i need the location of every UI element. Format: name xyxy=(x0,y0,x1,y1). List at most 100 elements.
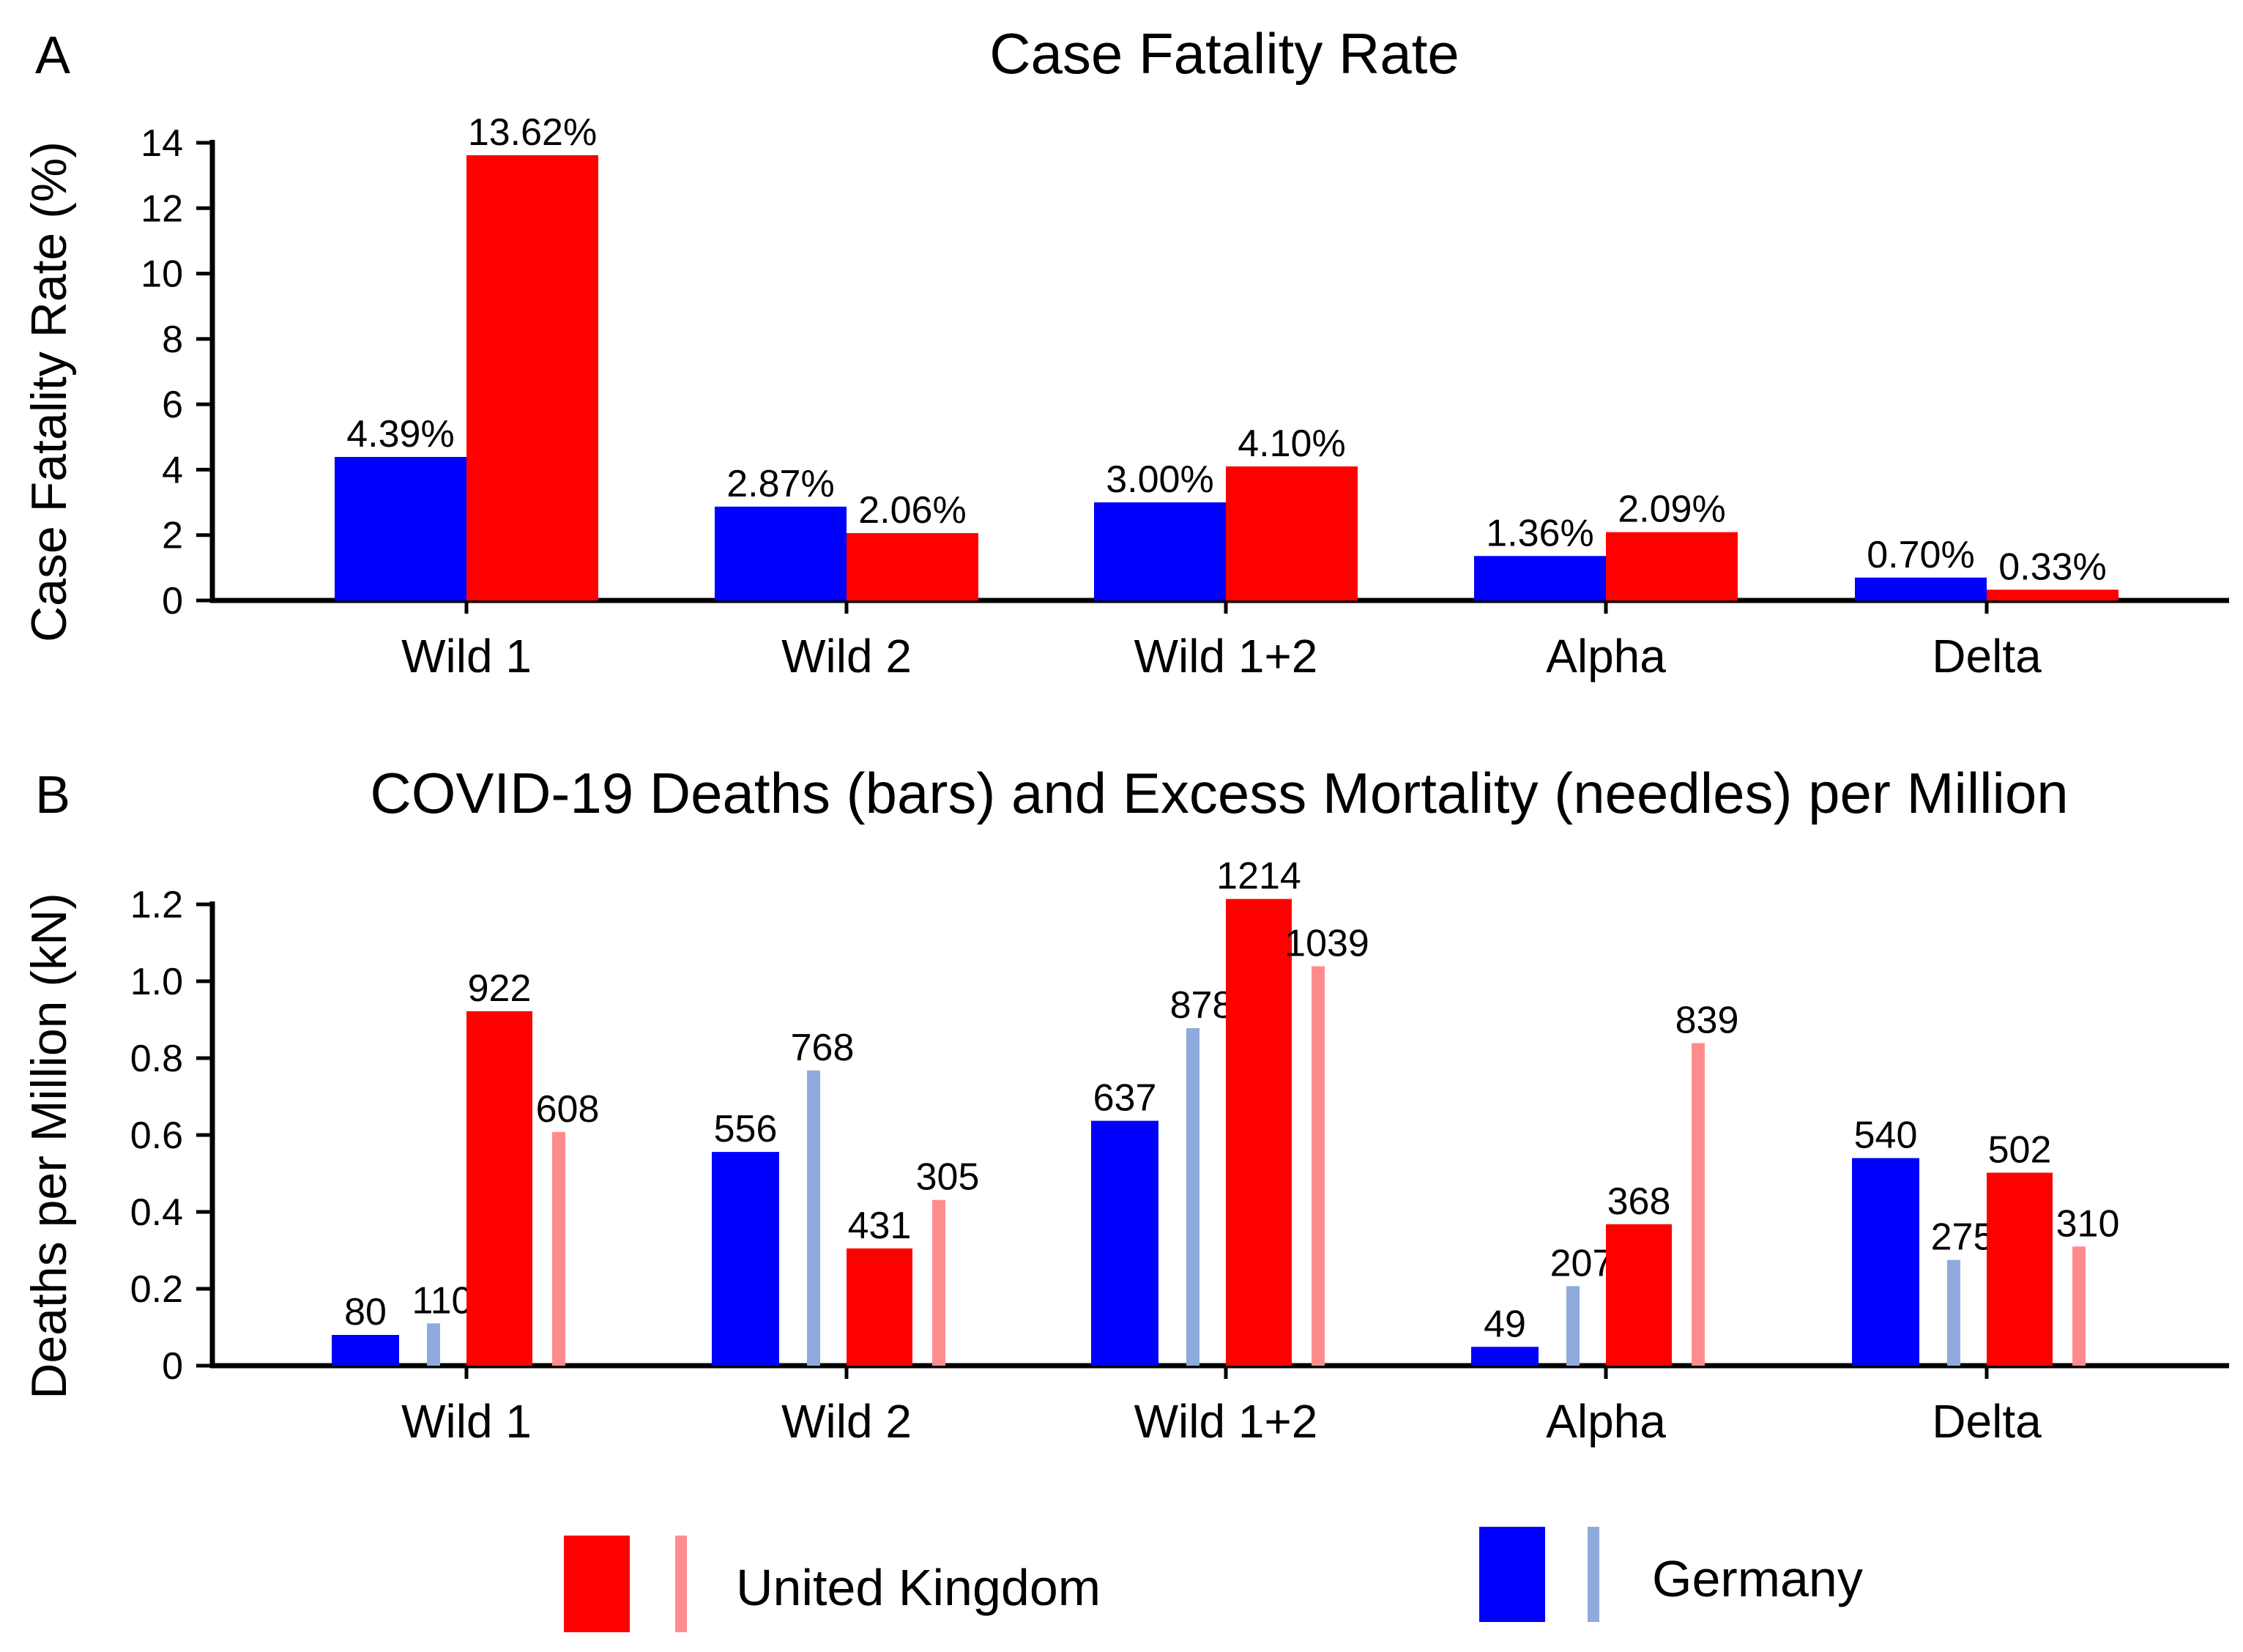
panel-a-label: A xyxy=(35,26,70,85)
panel-b-category-label: Alpha xyxy=(1546,1395,1666,1448)
panel-b-de-needle xyxy=(1947,1260,1960,1366)
panel-b-uk-bar xyxy=(466,1011,532,1366)
panel-a-bar xyxy=(1855,577,1987,600)
panel-a-bar xyxy=(1226,466,1358,600)
panel-b-de-bar xyxy=(1091,1120,1158,1366)
panel-b-ytick-label: 0.2 xyxy=(130,1268,183,1311)
panel-b-category-label: Delta xyxy=(1932,1395,2042,1448)
panel-a-bar xyxy=(466,155,598,600)
panel-a-ytick-label: 10 xyxy=(141,253,183,296)
panel-b-uk-bar xyxy=(1226,898,1292,1366)
panel-b-title: COVID-19 Deaths (bars) and Excess Mortal… xyxy=(370,761,2068,825)
panel-a-category-label: Wild 1 xyxy=(401,630,532,682)
panel-b-category-label: Wild 1 xyxy=(401,1395,532,1448)
panel-b-uk-needle xyxy=(1312,966,1325,1366)
legend-uk-bar-swatch xyxy=(564,1536,630,1632)
panel-b-uk-bar xyxy=(847,1248,912,1366)
panel-a-category-label: Wild 2 xyxy=(781,630,912,682)
panel-a-ytick-label: 14 xyxy=(141,122,183,165)
panel-b-ytick-label: 0.4 xyxy=(130,1191,183,1234)
legend-uk-needle-swatch xyxy=(675,1536,687,1632)
panel-b-ytick-label: 1.2 xyxy=(130,884,183,926)
panel-b-ytick-label: 0 xyxy=(162,1345,183,1388)
panel-b-data-label: 1214 xyxy=(1216,855,1301,898)
panel-a-data-label: 2.87% xyxy=(726,463,834,505)
panel-b-data-label: 502 xyxy=(1988,1128,2052,1171)
panel-b-de-bar xyxy=(712,1152,779,1366)
panel-b-uk-needle xyxy=(2072,1246,2086,1366)
panel-a-ytick-label: 8 xyxy=(162,319,183,361)
panel-b-label: B xyxy=(35,766,70,825)
panel-a-category-label: Wild 1+2 xyxy=(1134,630,1318,682)
panel-a-data-label: 0.33% xyxy=(1998,546,2106,588)
panel-a-data-label: 2.06% xyxy=(858,489,966,532)
panel-a-ytick-label: 2 xyxy=(162,515,183,557)
panel-b-de-bar xyxy=(1852,1158,1919,1366)
panel-b-data-label: 608 xyxy=(536,1088,600,1131)
panel-b-category-label: Wild 1+2 xyxy=(1134,1395,1318,1448)
panel-b-data-label: 1039 xyxy=(1284,923,1369,965)
panel-a-data-label: 1.36% xyxy=(1486,512,1593,554)
panel-a-bar xyxy=(1987,589,2119,600)
panel-b-de-needle xyxy=(427,1323,440,1366)
legend-de-label: Germany xyxy=(1652,1550,1863,1607)
legend-de-bar-swatch xyxy=(1479,1527,1545,1622)
panel-b-data-label: 556 xyxy=(714,1108,778,1150)
panel-a-data-label: 4.39% xyxy=(346,413,454,455)
panel-b-data-label: 878 xyxy=(1170,984,1234,1027)
panel-b-data-label: 540 xyxy=(1854,1115,1918,1157)
panel-b-data-label: 922 xyxy=(468,967,532,1010)
panel-a-data-label: 13.62% xyxy=(468,111,597,154)
panel-b-de-bar xyxy=(332,1335,399,1366)
panel-b-ylabel: Deaths per Million (kN) xyxy=(21,893,77,1399)
panel-a-ylabel: Case Fatality Rate (%) xyxy=(21,141,77,642)
panel-b-data-label: 49 xyxy=(1484,1303,1526,1345)
panel-a-data-label: 4.10% xyxy=(1238,423,1345,465)
panel-b-uk-bar xyxy=(1987,1172,2053,1366)
panel-a-bar xyxy=(1474,556,1606,600)
panel-b-data-label: 310 xyxy=(2056,1202,2120,1245)
panel-b-data-label: 839 xyxy=(1675,1000,1739,1042)
panel-b-data-label: 368 xyxy=(1607,1180,1671,1223)
panel-b-ytick-label: 0.8 xyxy=(130,1038,183,1080)
panel-b-data-label: 637 xyxy=(1093,1077,1157,1120)
panel-a-title: Case Fatality Rate xyxy=(989,21,1459,86)
panel-b-data-label: 207 xyxy=(1550,1242,1614,1284)
panel-b-uk-bar xyxy=(1606,1224,1672,1366)
panel-b-uk-needle xyxy=(1692,1043,1705,1366)
panel-a-plot: 0 2 4 6 8 10 12 14 4.39% 13.62% Wild 1 2.87% 2.06% Wi… xyxy=(141,111,2229,682)
panel-b-data-label: 768 xyxy=(791,1027,855,1069)
panel-a-ytick-label: 0 xyxy=(162,580,183,622)
panel-b-ytick-label: 0.6 xyxy=(130,1115,183,1157)
panel-b-plot: 0 0.2 0.4 0.6 0.8 1.0 1.2 80 110 922 608 Wild 1 556 7… xyxy=(130,855,2229,1448)
panel-a-bar xyxy=(335,457,466,600)
panel-b-category-label: Wild 2 xyxy=(781,1395,912,1448)
panel-a-bar xyxy=(1094,502,1226,600)
panel-b-data-label: 305 xyxy=(916,1156,980,1199)
panel-b-ytick-label: 1.0 xyxy=(130,961,183,1003)
legend-de-needle-swatch xyxy=(1588,1527,1599,1622)
panel-a-ytick-label: 12 xyxy=(141,187,183,230)
panel-a-bar xyxy=(1606,532,1738,600)
panel-a-bar xyxy=(715,506,847,600)
panel-a-ytick-label: 4 xyxy=(162,449,183,491)
panel-b-data-label: 431 xyxy=(848,1205,912,1247)
legend-uk-label: United Kingdom xyxy=(736,1559,1101,1616)
panel-b-de-bar xyxy=(1471,1347,1539,1366)
panel-a-data-label: 2.09% xyxy=(1618,488,1725,531)
panel-a-ytick-label: 6 xyxy=(162,384,183,426)
panel-a-category-label: Alpha xyxy=(1546,630,1666,682)
panel-a-category-label: Delta xyxy=(1932,630,2042,682)
panel-b-uk-needle xyxy=(932,1199,945,1366)
panel-a-bar xyxy=(847,533,978,600)
panel-b-data-label: 110 xyxy=(412,1279,473,1322)
legend: United Kingdom Germany xyxy=(564,1527,1863,1632)
panel-a-data-label: 0.70% xyxy=(1867,534,1974,576)
panel-b-data-label: 80 xyxy=(344,1291,387,1333)
panel-a-data-label: 3.00% xyxy=(1106,458,1213,501)
panel-b-de-needle xyxy=(1566,1286,1580,1366)
panel-b-data-label: 275 xyxy=(1931,1216,1995,1259)
panel-b-de-needle xyxy=(1186,1028,1199,1366)
panel-b-de-needle xyxy=(807,1070,820,1366)
